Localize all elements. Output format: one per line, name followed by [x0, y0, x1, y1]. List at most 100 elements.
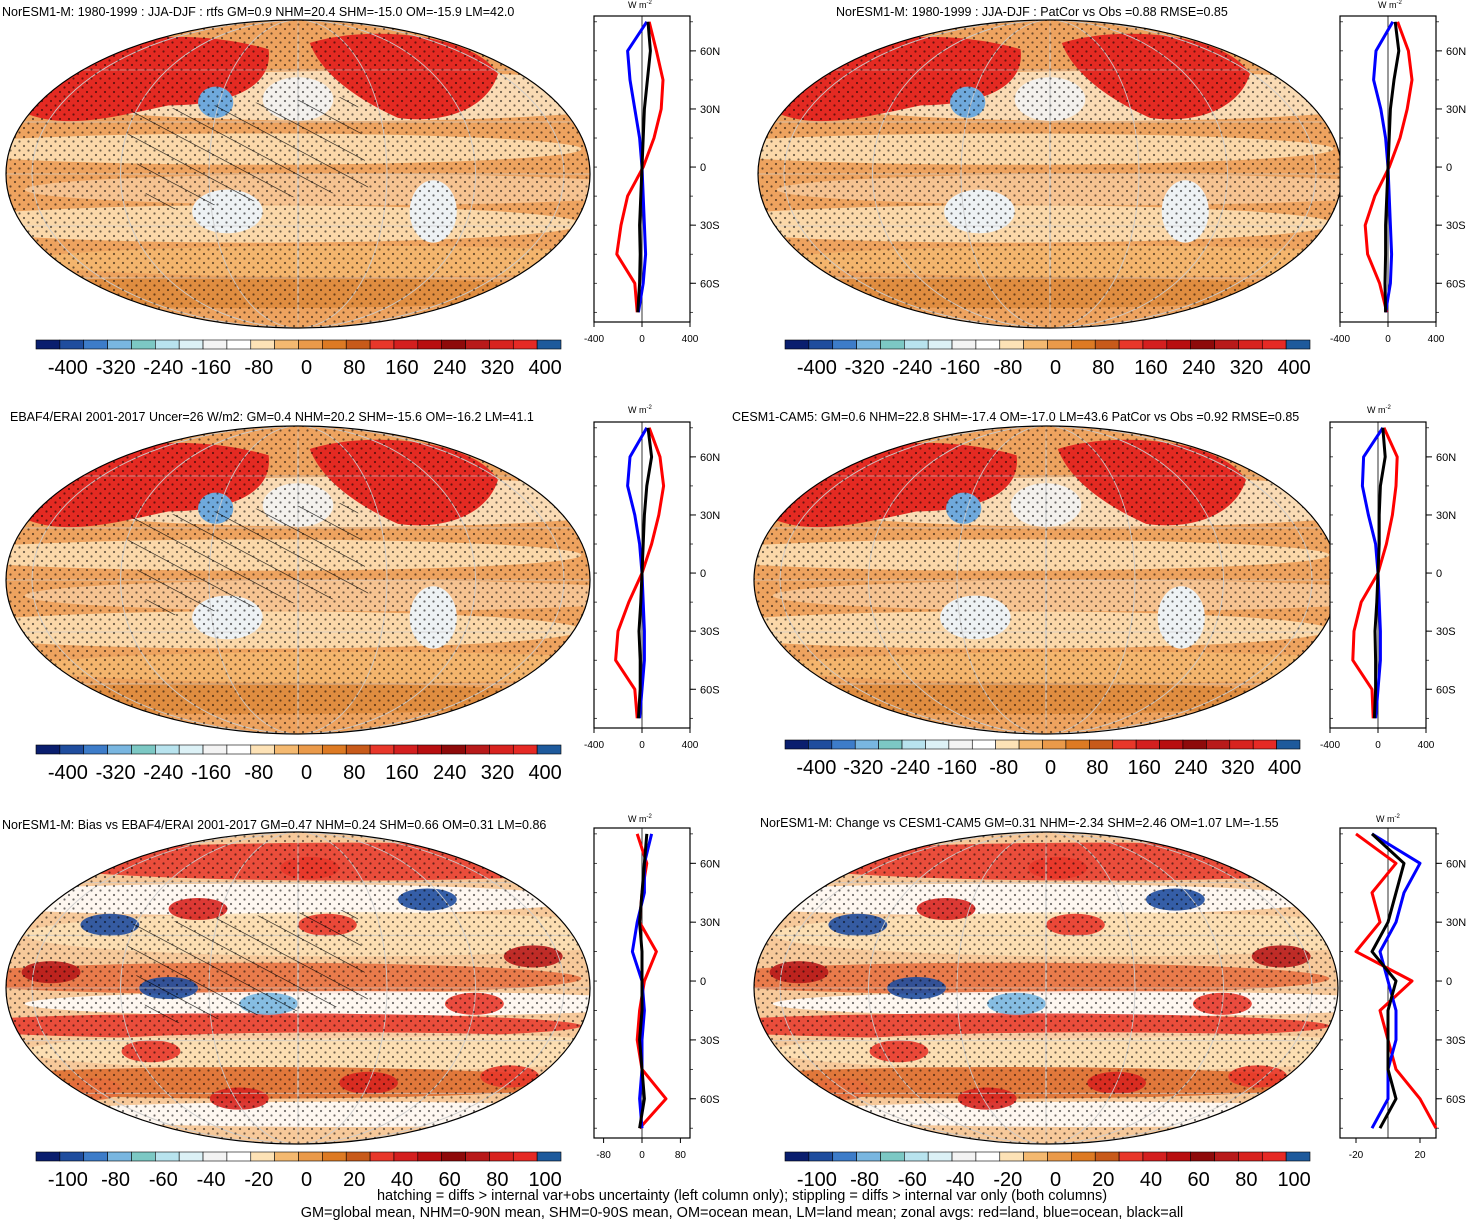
- colorbar-label: -100: [797, 1169, 837, 1191]
- colorbar-swatch: [536, 744, 562, 755]
- colorbar-swatch: [808, 739, 833, 750]
- colorbar-swatch: [202, 744, 228, 755]
- x-tick-label: 400: [682, 334, 699, 345]
- colorbar-label: -160: [940, 357, 980, 379]
- colorbar-swatch: [1118, 1151, 1144, 1162]
- x-tick-label: -80: [596, 1150, 611, 1161]
- colorbar-label: -80: [989, 757, 1018, 779]
- colorbar-swatch: [1023, 1151, 1048, 1162]
- colorbar-swatch: [1229, 739, 1254, 750]
- colorbar-4: -400 -320 -240 -160 -80 0 80 160 240 320 400: [784, 739, 1301, 779]
- colorbar-label: -160: [937, 757, 977, 779]
- colorbar-swatch: [536, 339, 562, 350]
- lat-tick-label: 0: [1436, 568, 1442, 580]
- lat-tick-label: 60N: [1446, 858, 1466, 870]
- colorbar-swatch: [1089, 739, 1114, 750]
- colorbar-swatch: [971, 739, 996, 750]
- hatching: [121, 96, 369, 212]
- colorbar-swatch: [178, 1151, 204, 1162]
- colorbar-swatch: [999, 1151, 1024, 1162]
- colorbar-label: -80: [101, 1169, 130, 1191]
- colorbar-label: -80: [993, 357, 1022, 379]
- x-tick-label: -20: [1349, 1150, 1364, 1161]
- zonal-line-land: [1354, 832, 1438, 1129]
- colorbar-swatch: [1214, 339, 1239, 350]
- colorbar-swatch: [131, 744, 156, 755]
- colorbar-swatch: [995, 739, 1020, 750]
- colorbar-swatch: [202, 339, 228, 350]
- colorbar-swatch: [441, 339, 466, 350]
- x-tick-label: 400: [1418, 740, 1435, 751]
- map-outline: [5, 831, 591, 1145]
- colorbar-swatch: [975, 339, 1001, 350]
- colorbar-label: 240: [1182, 357, 1215, 379]
- lat-tick-label: 60S: [1446, 1094, 1466, 1106]
- colorbar-swatch: [417, 339, 442, 350]
- colorbar-swatch: [274, 1151, 299, 1162]
- colorbar-label: 320: [481, 357, 514, 379]
- map-panel-6: [753, 831, 1339, 1145]
- colorbar-label: -320: [96, 762, 136, 784]
- colorbar-swatch: [536, 1151, 562, 1162]
- lat-tick-label: 30N: [1446, 917, 1466, 929]
- colorbar-swatch: [927, 1151, 953, 1162]
- colorbar-swatch: [35, 744, 61, 755]
- zonal-line-all: [638, 833, 649, 1129]
- colorbar-swatch: [1071, 339, 1096, 350]
- colorbar-label: -80: [850, 1169, 879, 1191]
- colorbar-swatch: [322, 1151, 347, 1162]
- zonal-plot-5: 60N 30N 0 30S 60S -80 0 80: [593, 827, 720, 1161]
- colorbar-swatch: [1206, 739, 1231, 750]
- colorbar-label: 80: [1092, 357, 1114, 379]
- colorbar-swatch: [83, 339, 108, 350]
- lat-tick-label: 60N: [700, 46, 720, 58]
- colorbar-swatch: [784, 339, 810, 350]
- colorbar-swatch: [1135, 739, 1160, 750]
- colorbar-label: 320: [1221, 757, 1254, 779]
- colorbar-swatch: [1261, 1151, 1287, 1162]
- colorbar-swatch: [107, 744, 132, 755]
- colorbar-swatch: [1182, 739, 1207, 750]
- colorbar-swatch: [417, 1151, 442, 1162]
- colorbar-swatch: [322, 744, 347, 755]
- colorbar-swatch: [1276, 739, 1301, 750]
- x-tick-label: -400: [1320, 740, 1340, 751]
- panel-2-title: NorESM1-M: 1980-1999 : JJA-DJF : PatCor …: [836, 5, 1228, 19]
- footer-note-2: GM=global mean, NHM=0-90N mean, SHM=0-90…: [300, 1205, 1184, 1221]
- stippling: [754, 426, 1338, 734]
- colorbar-label: 80: [486, 1169, 508, 1191]
- colorbar-swatch: [832, 339, 857, 350]
- colorbar-label: 400: [1268, 757, 1301, 779]
- colorbar-swatch: [274, 339, 299, 350]
- colorbar-swatch: [35, 1151, 61, 1162]
- colorbar-swatch: [489, 1151, 514, 1162]
- zonal-line-all: [1372, 427, 1387, 719]
- colorbar-swatch: [854, 739, 879, 750]
- zonal-line-all: [636, 21, 652, 313]
- colorbar-label: 20: [343, 1169, 365, 1191]
- colorbar-swatch: [1094, 339, 1120, 350]
- lat-tick-label: 60N: [1446, 46, 1466, 58]
- x-tick-label: 0: [639, 1150, 645, 1161]
- stippling: [754, 832, 1338, 1144]
- colorbar-swatch: [274, 744, 299, 755]
- colorbar-swatch: [155, 339, 180, 350]
- zonal-line-all: [1383, 21, 1401, 313]
- colorbar-swatch: [1042, 739, 1067, 750]
- lat-tick-label: 60N: [700, 452, 720, 464]
- lat-tick-label: 60S: [700, 1094, 720, 1106]
- colorbar-swatch: [1252, 739, 1277, 750]
- lat-tick-label: 30S: [700, 626, 720, 638]
- colorbar-label: 0: [301, 357, 312, 379]
- colorbar-label: 400: [528, 762, 561, 784]
- map-outline: [5, 425, 591, 735]
- colorbar-swatch: [1112, 739, 1137, 750]
- colorbar-swatch: [417, 744, 442, 755]
- colorbar-swatch: [83, 1151, 108, 1162]
- colorbar-swatch: [1190, 1151, 1215, 1162]
- lat-tick-label: 30N: [1436, 510, 1456, 522]
- colorbar-6: -100 -80 -60 -40 -20 0 20 40 60 80 100: [784, 1151, 1311, 1191]
- colorbar-label: -100: [48, 1169, 88, 1191]
- colorbar-swatch: [298, 744, 323, 755]
- lat-tick-label: 0: [1446, 162, 1452, 174]
